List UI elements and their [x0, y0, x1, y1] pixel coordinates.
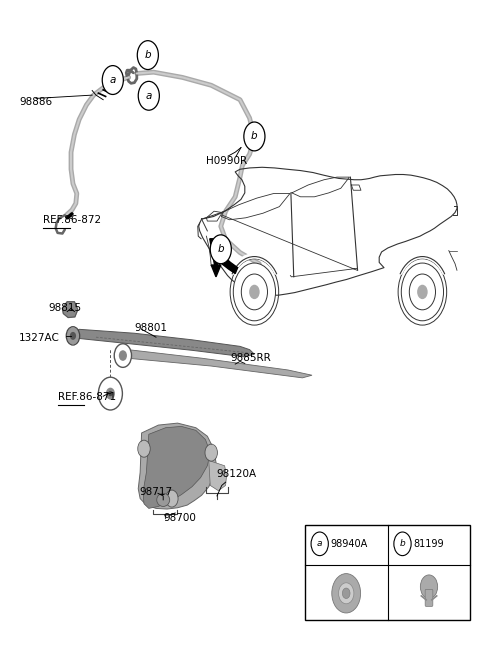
Text: b: b: [251, 131, 258, 142]
Circle shape: [120, 351, 126, 360]
Polygon shape: [209, 461, 227, 491]
Circle shape: [420, 575, 438, 598]
Text: 98815: 98815: [48, 303, 81, 314]
Polygon shape: [115, 349, 312, 378]
Ellipse shape: [157, 494, 169, 506]
Circle shape: [114, 344, 132, 367]
Circle shape: [98, 377, 122, 410]
Text: 1327AC: 1327AC: [19, 333, 60, 343]
Text: a: a: [109, 75, 116, 85]
Circle shape: [249, 285, 260, 299]
Polygon shape: [73, 329, 254, 357]
Circle shape: [244, 122, 265, 151]
Text: 98717: 98717: [139, 487, 172, 497]
Text: b: b: [400, 539, 406, 548]
Circle shape: [67, 328, 79, 344]
Text: 81199: 81199: [413, 539, 444, 549]
Circle shape: [71, 333, 75, 339]
Circle shape: [210, 235, 231, 264]
Text: a: a: [317, 539, 323, 548]
Circle shape: [409, 274, 435, 310]
Text: REF.86-872: REF.86-872: [43, 215, 101, 225]
Circle shape: [241, 274, 267, 310]
Polygon shape: [62, 302, 78, 318]
Circle shape: [206, 445, 216, 460]
Circle shape: [138, 81, 159, 110]
FancyBboxPatch shape: [425, 589, 433, 606]
Polygon shape: [210, 239, 221, 277]
Text: 98700: 98700: [163, 513, 196, 523]
Circle shape: [338, 583, 354, 604]
Circle shape: [107, 388, 114, 399]
Circle shape: [342, 588, 350, 598]
Text: b: b: [217, 244, 224, 255]
Text: a: a: [145, 91, 152, 101]
Circle shape: [417, 285, 428, 299]
Circle shape: [167, 491, 177, 506]
Circle shape: [311, 532, 328, 556]
Text: 98940A: 98940A: [330, 539, 368, 549]
Text: H0990R: H0990R: [206, 155, 248, 166]
Circle shape: [102, 66, 123, 94]
Circle shape: [394, 532, 411, 556]
Polygon shape: [138, 423, 216, 509]
Circle shape: [109, 392, 112, 396]
Circle shape: [233, 263, 276, 321]
Text: 9885RR: 9885RR: [230, 352, 271, 363]
Polygon shape: [143, 426, 210, 508]
Circle shape: [332, 573, 360, 613]
Text: b: b: [144, 50, 151, 60]
Circle shape: [139, 441, 149, 456]
Circle shape: [137, 41, 158, 70]
Text: 98120A: 98120A: [216, 468, 256, 479]
Circle shape: [401, 263, 444, 321]
Polygon shape: [222, 257, 238, 274]
Text: 98801: 98801: [134, 323, 168, 333]
Text: REF.86-871: REF.86-871: [58, 392, 116, 402]
Text: 98886: 98886: [19, 96, 52, 107]
